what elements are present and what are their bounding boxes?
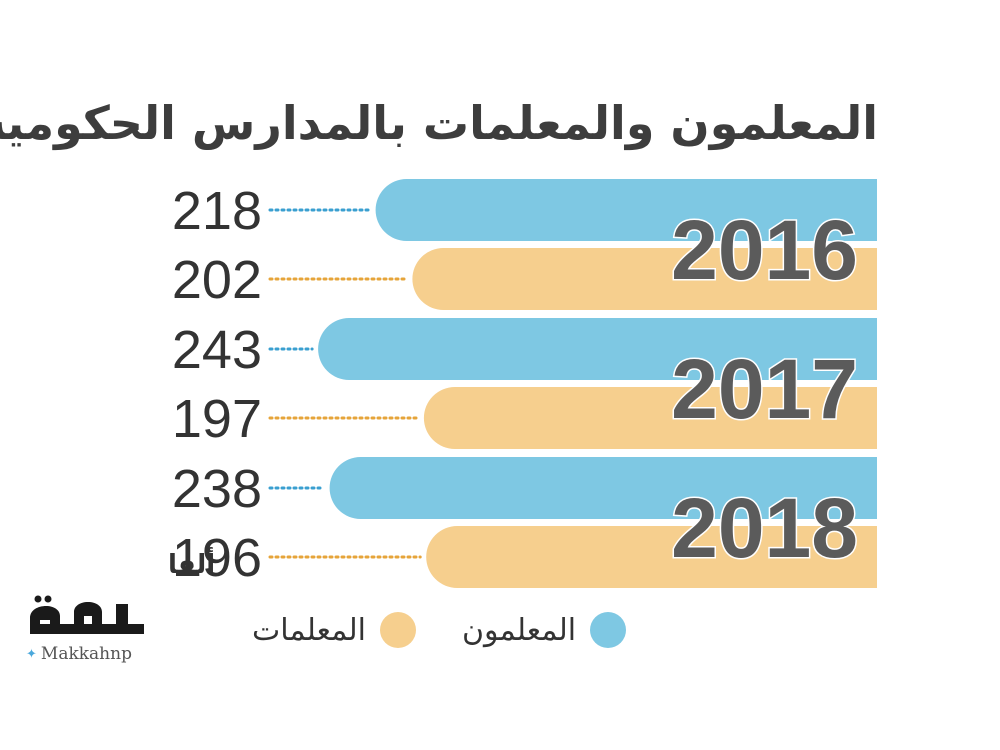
value-label-2016-series-1: 202 xyxy=(172,250,262,310)
category-label-2018: 2018 xyxy=(671,481,858,575)
bar-2018-series-1 xyxy=(426,526,877,588)
category-label-2017: 2017 xyxy=(671,342,858,436)
bar-2017-series-1 xyxy=(423,387,877,449)
bar-2016-series-1 xyxy=(412,248,877,310)
makkah-wordmark-logo xyxy=(30,595,144,634)
bar-2016-series-0 xyxy=(375,178,877,241)
value-label-2017-series-1: 197 xyxy=(172,389,262,449)
unit-label: ألفا xyxy=(168,547,215,580)
value-label-2018-series-1: 196 xyxy=(172,528,262,588)
legend-item-male-teachers: المعلمون xyxy=(462,608,627,652)
value-label-2016-series-0: 218 xyxy=(172,181,262,241)
makkah-logo: ✦ Makkahnp xyxy=(26,594,150,664)
legend-item-female-teachers: المعلمات xyxy=(252,608,416,652)
chart-title: المعلمون والمعلمات بالمدارس الحكومية xyxy=(0,96,878,150)
twitter-handle: ✦ Makkahnp xyxy=(26,644,150,664)
twitter-bird-icon: ✦ xyxy=(26,646,37,662)
legend-swatch-blue xyxy=(590,612,627,648)
category-label-2016: 2016 xyxy=(671,203,858,297)
legend-label-male: المعلمون xyxy=(462,612,577,648)
bar-2018-series-0 xyxy=(329,457,877,519)
value-label-2018-series-0: 238 xyxy=(172,459,262,519)
legend-label-female: المعلمات xyxy=(252,612,366,648)
value-label-2017-series-0: 243 xyxy=(172,320,262,380)
legend-swatch-orange xyxy=(379,612,416,648)
bar-2017-series-0 xyxy=(318,318,878,380)
twitter-handle-text: Makkahnp xyxy=(40,644,132,664)
